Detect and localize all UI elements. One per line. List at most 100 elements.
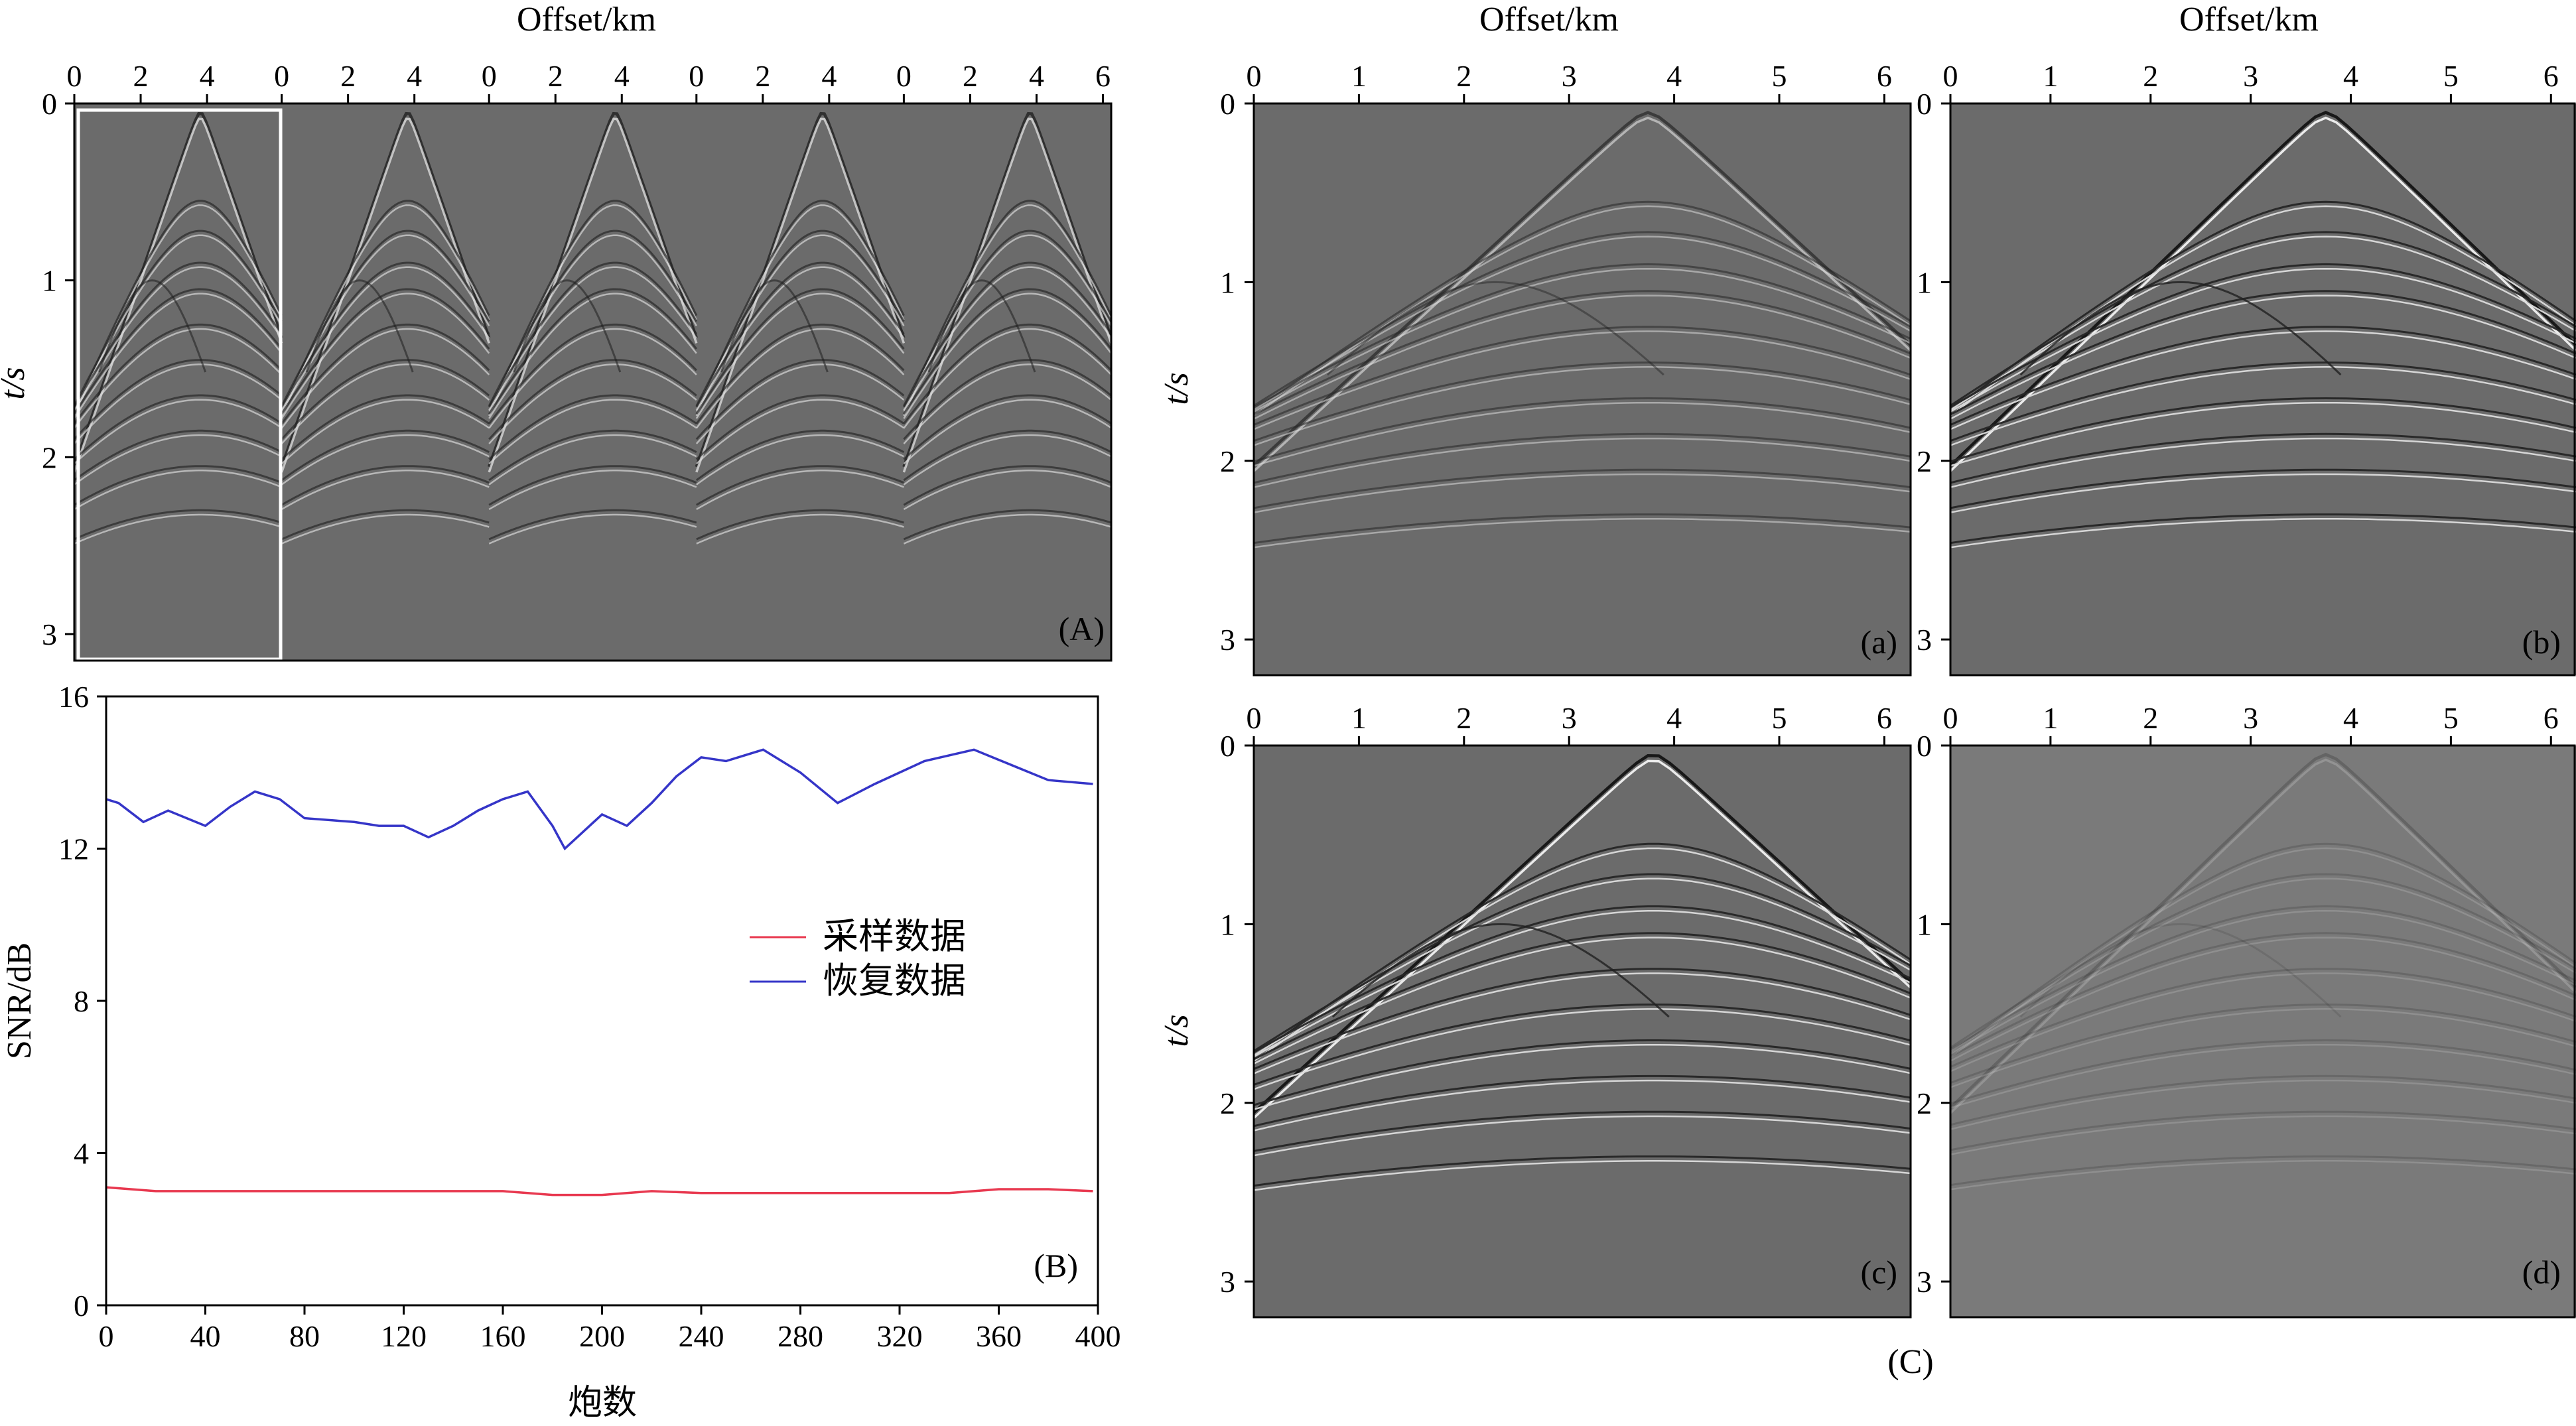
reflection-light-4: [903, 328, 1111, 429]
reflection-light-9: [1254, 1160, 1911, 1191]
panel-c-ylabel: t/s: [1158, 1014, 1195, 1047]
reflection-dark-1: [488, 229, 698, 407]
panel-a: 0 1 2 3 4 5 6 0 1 2 3 Offset/km t/s (a): [1158, 1, 1912, 677]
panel-b-x-tick-label: 2: [2143, 59, 2158, 93]
reflection-light-5: [695, 363, 905, 444]
panel-B-x-tick-label: 360: [976, 1319, 1022, 1353]
reflection-dark-3: [281, 288, 490, 415]
panel-c-label: (c): [1861, 1254, 1898, 1291]
reflection-dark-9: [903, 509, 1111, 541]
reflection-light-8: [1950, 473, 2576, 513]
reflection-light-8: [281, 470, 490, 510]
panel-B-ylabel: SNR/dB: [1, 942, 38, 1059]
panel-A-y-tick-label: 0: [42, 87, 57, 121]
reflection-dark-0: [1254, 200, 1911, 412]
reflection-dark-6: [1254, 1039, 1911, 1106]
panel-d-x-tick-label: 3: [2243, 701, 2258, 735]
panel-B-x-tick-label: 280: [778, 1319, 823, 1353]
reflection-light-6: [695, 399, 905, 465]
diffraction-event: [1326, 281, 1664, 376]
direct-wave-light: [902, 117, 1111, 473]
figure-label: (C): [1887, 1343, 1933, 1381]
shot-gather-1: [74, 111, 283, 545]
reflection-dark-1: [1254, 231, 1911, 407]
panel-b-x-tick-label: 5: [2443, 59, 2459, 93]
reflection-light-8: [1254, 473, 1911, 513]
panel-A-label: (A): [1059, 610, 1105, 647]
reflection-dark-0: [281, 200, 490, 413]
reflection-light-2: [1950, 909, 2576, 1055]
reflection-light-2: [281, 266, 490, 413]
panel-B-axes: 0 40 80 120 160 200 240 280 320 360 400 0 4 8 12 16: [58, 680, 1121, 1353]
panel-A-x-tick-label: 2: [963, 59, 978, 93]
reflection-dark-8: [696, 465, 904, 506]
reflection-light-7: [74, 434, 283, 486]
reflection-dark-7: [281, 429, 490, 482]
panel-b-y-tick-label: 2: [1917, 444, 1932, 478]
panel-A-wavefield: [74, 111, 1111, 545]
reflection-light-6: [74, 399, 283, 465]
panel-a-y-tick-label: 2: [1220, 444, 1235, 478]
panel-d-x-tick-label: 4: [2343, 701, 2358, 735]
panel-d-x-tick-label: 6: [2543, 701, 2559, 735]
reflection-light-3: [903, 292, 1111, 419]
reflection-dark-6: [1950, 1039, 2576, 1105]
panel-d-y-tick-label: 0: [1917, 729, 1932, 763]
reflection-dark-9: [488, 509, 697, 541]
panel-c: 0 1 2 3 4 5 6 0 1 2 3 t/s (c): [1158, 701, 1912, 1319]
panel-b-y-tick-label: 0: [1917, 87, 1932, 121]
reflection-dark-0: [1950, 842, 2576, 1054]
panel-A-x-tick-label: 4: [614, 59, 630, 93]
reflection-dark-8: [1950, 468, 2576, 509]
panel-B-y-tick-label: 8: [74, 984, 89, 1018]
reflection-light-9: [281, 513, 490, 545]
panel-a-y-tick-label: 1: [1220, 265, 1235, 299]
panel-A-x-tick-label: 4: [1029, 59, 1044, 93]
panel-a-x-tick-label: 4: [1666, 59, 1682, 93]
reflection-dark-9: [281, 509, 490, 541]
panel-a-wavefield: [1254, 111, 1911, 549]
panel-A-x-tick-label: 0: [689, 59, 704, 93]
panel-d-x-tick-label: 0: [1943, 701, 1958, 735]
panel-A-x-tick-label: 6: [1095, 59, 1111, 93]
panel-c-x-tick-label: 5: [1772, 701, 1787, 735]
reflection-light-5: [488, 363, 697, 444]
panel-b-frame: [1949, 102, 2576, 677]
reflection-dark-7: [1950, 432, 2576, 484]
panel-a-ylabel: t/s: [1158, 372, 1195, 405]
panel-a-frame: [1253, 102, 1912, 677]
reflection-dark-4: [488, 323, 697, 424]
panel-c-x-tick-label: 1: [1351, 701, 1367, 735]
reflection-dark-1: [74, 229, 283, 407]
reflection-light-2: [488, 266, 697, 413]
panel-d-x-tick-label: 5: [2443, 701, 2459, 735]
panel-a-xlabel: Offset/km: [1479, 1, 1619, 38]
reflection-dark-0: [1950, 200, 2576, 412]
panel-b-label: (b): [2522, 623, 2561, 661]
reflection-light-4: [281, 328, 490, 429]
panel-d-x-tick-label: 2: [2143, 701, 2158, 735]
diffraction-event: [720, 279, 829, 373]
reflection-dark-9: [1950, 1155, 2576, 1187]
reflection-dark-2: [281, 261, 490, 408]
diffraction-event: [1331, 923, 1670, 1018]
reflection-dark-7: [695, 429, 905, 482]
diffraction-event: [305, 279, 414, 373]
panel-B-x-tick-label: 320: [877, 1319, 923, 1353]
panel-c-x-tick-label: 2: [1456, 701, 1471, 735]
reflection-light-8: [1254, 1115, 1911, 1157]
series-line-recovered: [105, 748, 1093, 851]
reflection-light-3: [74, 292, 283, 419]
reflection-dark-8: [1254, 1110, 1911, 1152]
reflection-dark-2: [1950, 263, 2576, 409]
reflection-light-4: [488, 328, 697, 429]
diffraction-event: [2019, 923, 2342, 1018]
panel-a-background: [1254, 103, 1911, 675]
reflection-light-3: [695, 292, 905, 419]
reflection-dark-8: [903, 465, 1111, 506]
reflection-light-3: [1254, 294, 1911, 420]
panel-a-x-tick-label: 5: [1772, 59, 1787, 93]
panel-B-y-tick-label: 12: [58, 832, 89, 866]
reflection-light-7: [488, 434, 697, 486]
